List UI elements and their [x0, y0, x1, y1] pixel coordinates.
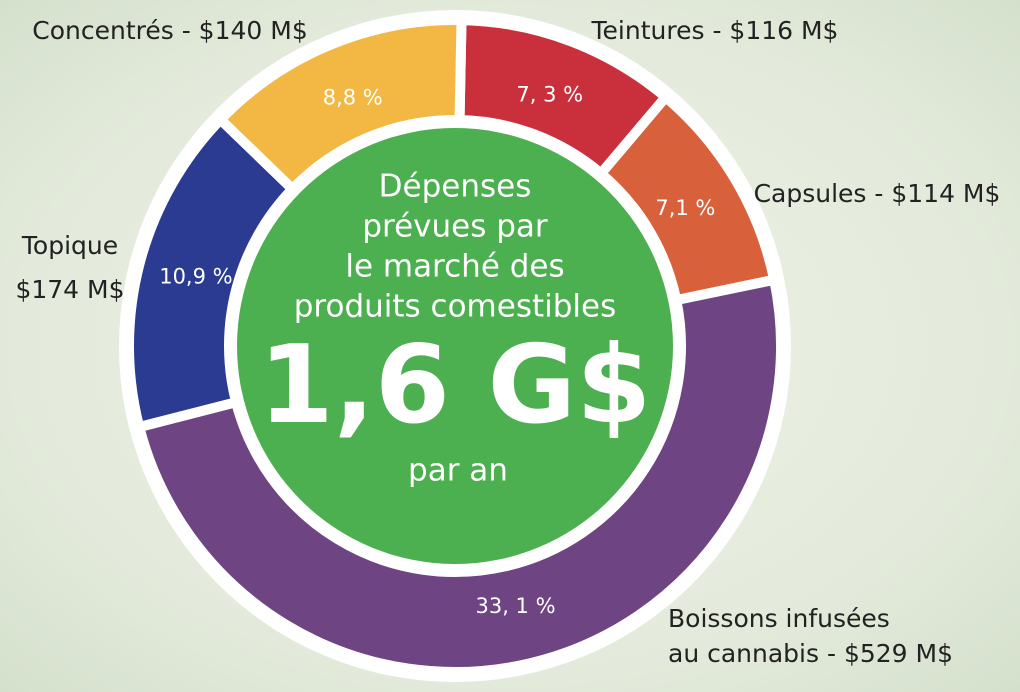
category-label: Teintures - $116 M$: [591, 16, 839, 45]
ring: [124, 14, 786, 678]
category-label: $174 M$: [15, 275, 124, 304]
center-disc: [237, 128, 673, 564]
category-label: Boissons infusées: [668, 604, 890, 633]
value-label: 8,8 %: [323, 85, 383, 109]
segment: [213, 15, 467, 197]
category-label: Topique: [21, 231, 118, 260]
value-label: 7,1 %: [655, 196, 715, 220]
value-label: 7, 3 %: [516, 82, 583, 106]
center-line: Dépenses: [379, 169, 532, 205]
category-label: Concentrés - $140 M$: [32, 16, 307, 45]
value-label: 10,9 %: [159, 265, 232, 289]
segment: [133, 273, 786, 678]
value-label: 33, 1 %: [475, 594, 555, 618]
center-line: produits comestibles: [294, 289, 617, 325]
center-unit: par an: [408, 453, 508, 489]
category-label: au cannabis - $529 M$: [668, 639, 953, 668]
center-line: le marché des: [345, 249, 564, 285]
category-label: Capsules - $114 M$: [754, 179, 1001, 208]
center-line: prévues par: [362, 209, 548, 245]
center-total: 1,6 G$: [259, 323, 652, 448]
